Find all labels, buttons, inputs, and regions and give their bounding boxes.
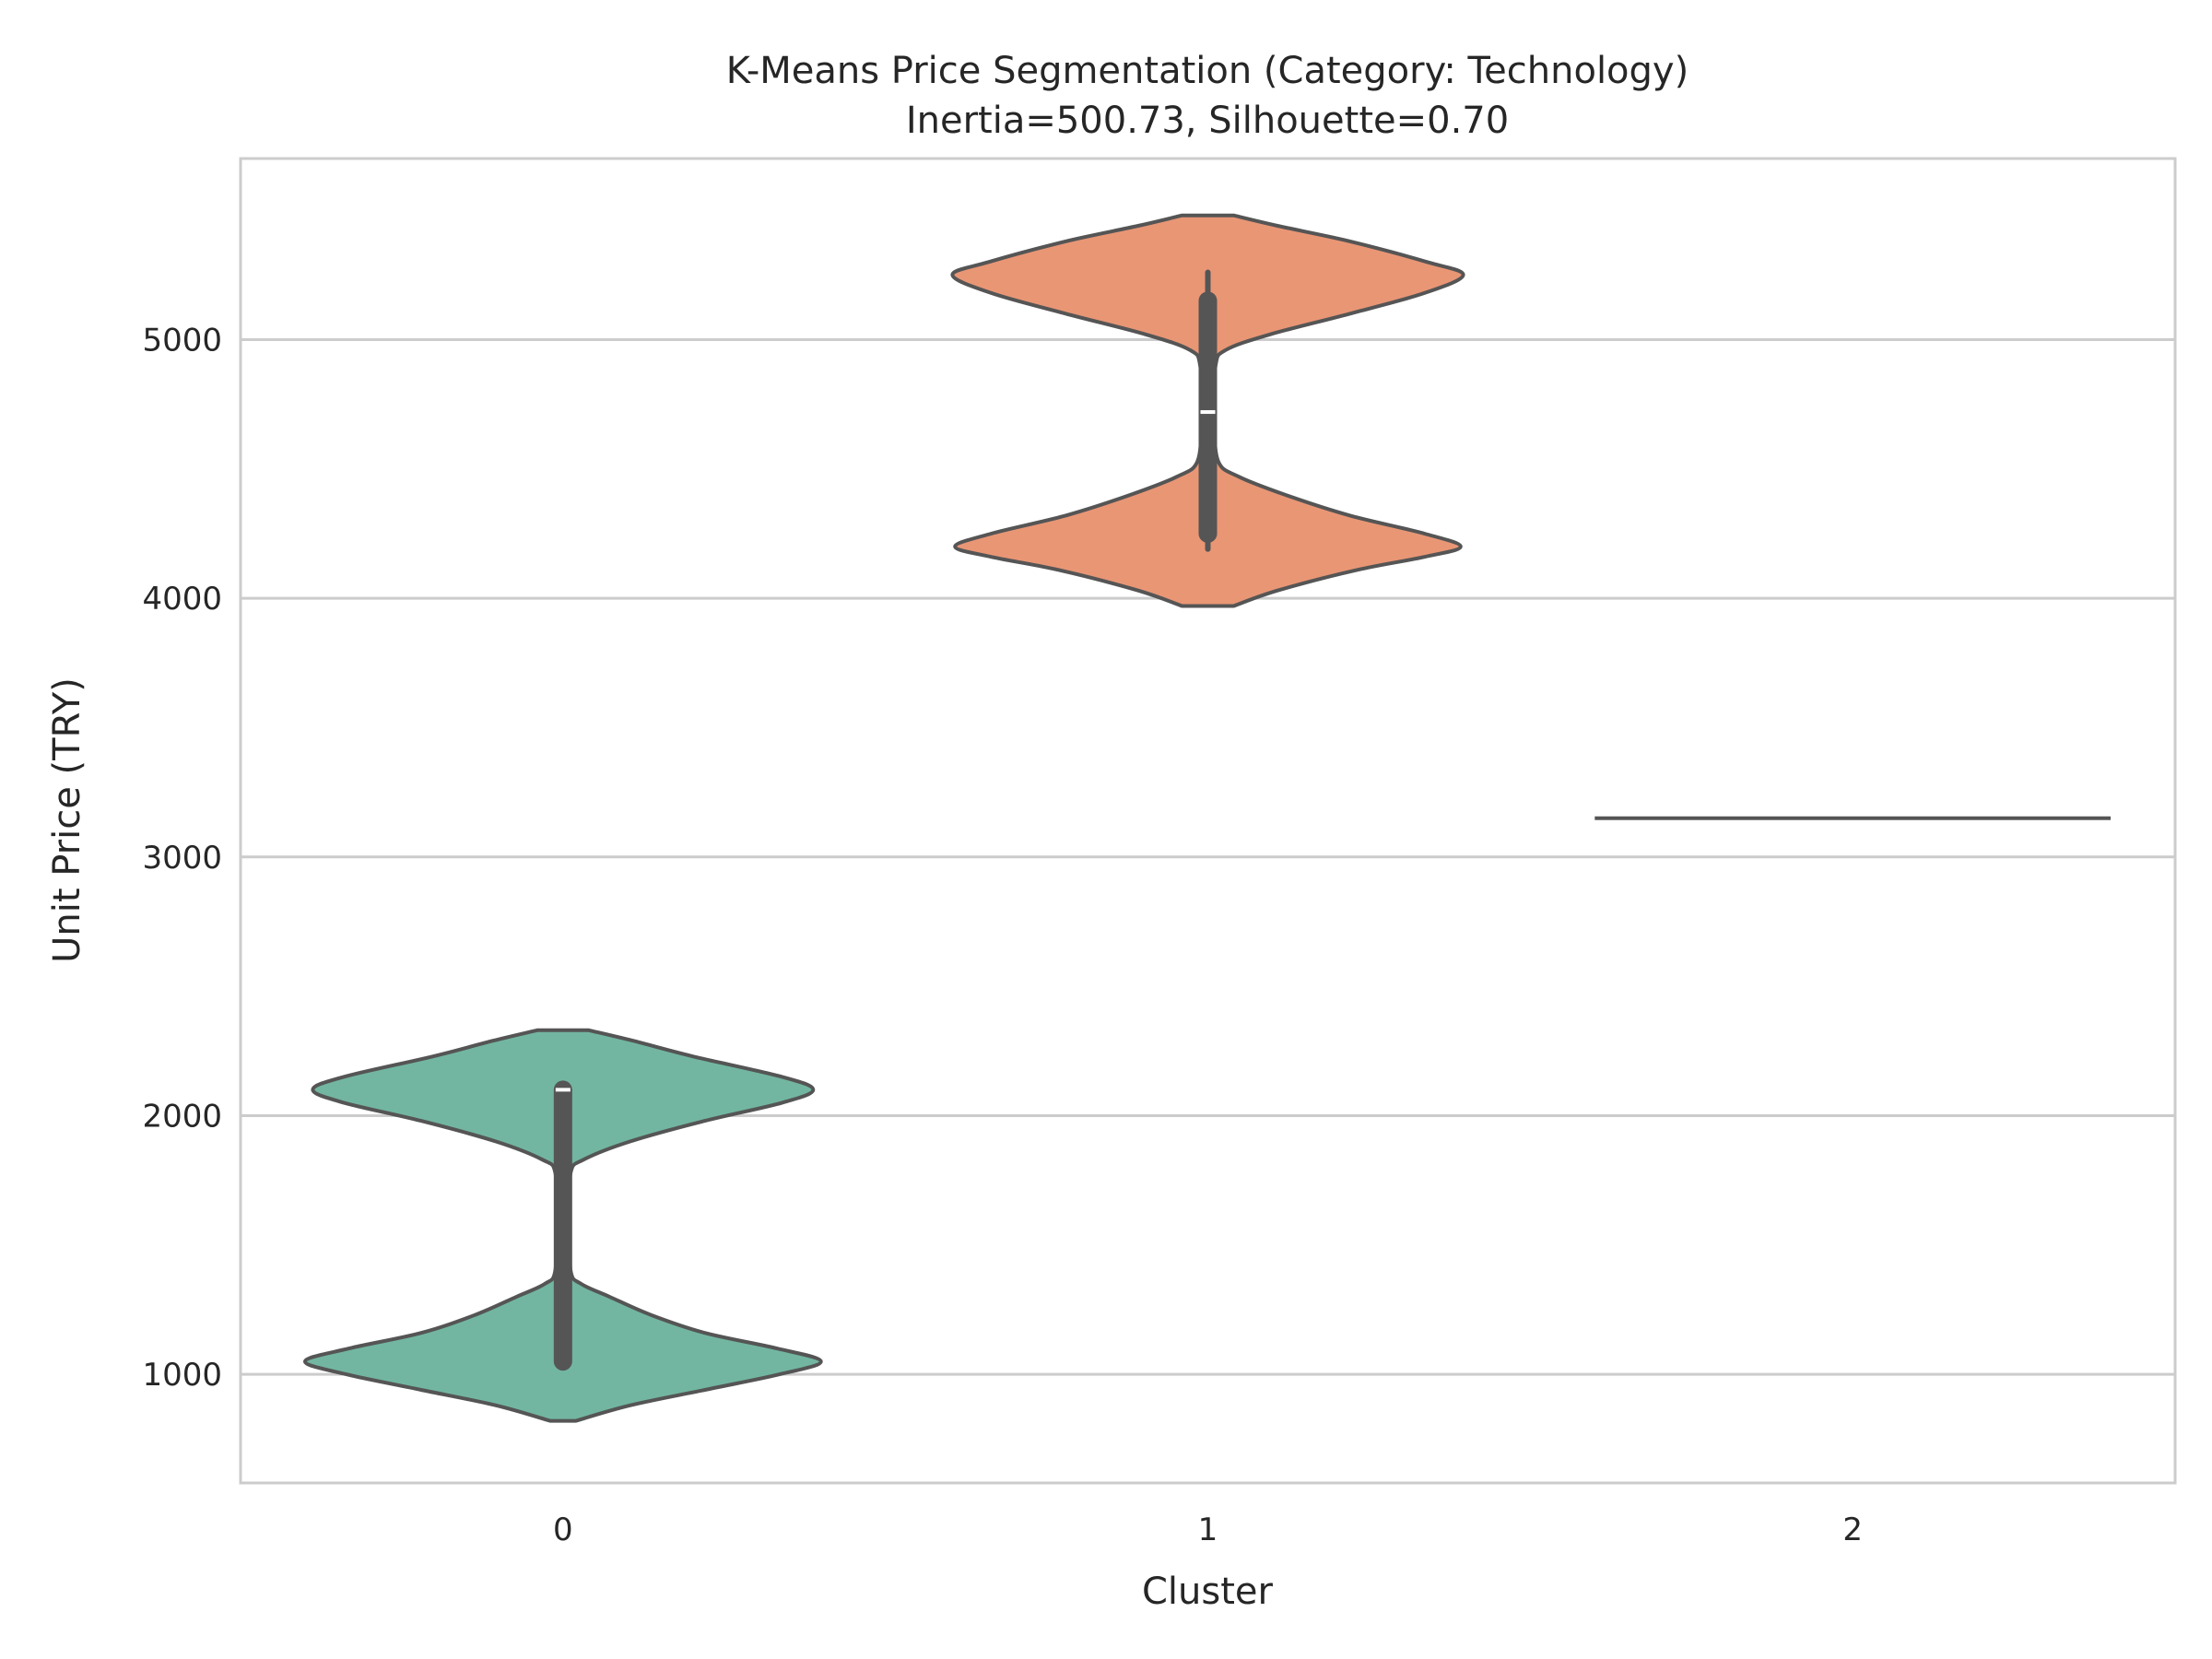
violin-cluster-0 [303, 1028, 823, 1423]
plot-frame [239, 157, 2177, 1485]
x-tick-label: 2 [1842, 1512, 1863, 1548]
y-tick-label: 1000 [142, 1357, 222, 1394]
chart-subtitle: Inertia=500.73, Silhouette=0.70 [906, 100, 1509, 142]
tick-labels: 1000 2000 3000 4000 5000 0 1 2 [142, 322, 1863, 1548]
violins [303, 213, 2112, 1423]
violin-cluster-1 [950, 213, 1465, 608]
y-tick-label: 5000 [142, 322, 222, 359]
x-tick-label: 0 [553, 1512, 573, 1548]
x-axis-label: Cluster [1142, 1571, 1274, 1613]
y-axis-label: Unit Price (TRY) [46, 677, 88, 963]
y-tick-label: 4000 [142, 581, 222, 618]
y-tick-label: 3000 [142, 840, 222, 877]
y-tick-label: 2000 [142, 1098, 222, 1135]
x-tick-label: 1 [1198, 1512, 1218, 1548]
chart-title: K-Means Price Segmentation (Category: Te… [726, 50, 1688, 92]
